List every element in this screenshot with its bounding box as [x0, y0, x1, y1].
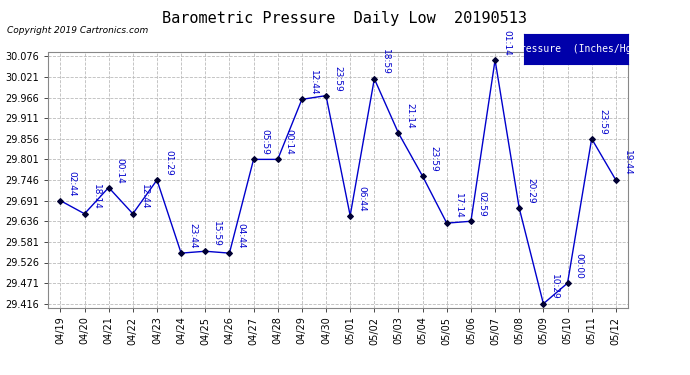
Text: 15:59: 15:59	[213, 221, 221, 247]
Text: 23:59: 23:59	[333, 66, 342, 92]
Point	[368, 76, 380, 82]
Point	[224, 250, 235, 256]
Text: 04:44: 04:44	[237, 224, 246, 249]
Point	[200, 248, 211, 254]
Text: 19:44: 19:44	[623, 150, 632, 176]
Text: 23:44: 23:44	[188, 224, 197, 249]
Text: 17:14: 17:14	[454, 193, 463, 219]
Point	[320, 93, 331, 99]
Point	[272, 156, 284, 162]
Text: 05:59: 05:59	[261, 129, 270, 155]
Point	[490, 57, 501, 63]
Text: 21:14: 21:14	[406, 104, 415, 129]
Point	[393, 130, 404, 136]
Point	[610, 177, 621, 183]
Text: 06:44: 06:44	[357, 186, 366, 211]
Text: 23:59: 23:59	[599, 109, 608, 135]
Text: 02:59: 02:59	[478, 191, 487, 217]
Text: Barometric Pressure  Daily Low  20190513: Barometric Pressure Daily Low 20190513	[163, 11, 527, 26]
Point	[586, 136, 597, 142]
Point	[465, 218, 476, 224]
Text: 00:00: 00:00	[575, 253, 584, 279]
Point	[127, 211, 138, 217]
Point	[55, 198, 66, 204]
Text: 23:59: 23:59	[430, 146, 439, 172]
Point	[297, 96, 308, 102]
Point	[513, 205, 524, 211]
Text: 18:14: 18:14	[92, 184, 101, 210]
Point	[152, 177, 163, 183]
Text: 00:14: 00:14	[116, 158, 125, 183]
Text: 12:44: 12:44	[309, 70, 318, 95]
Point	[344, 213, 356, 219]
Point	[442, 220, 453, 226]
Text: 00:14: 00:14	[285, 129, 294, 155]
Text: 20:29: 20:29	[526, 178, 535, 204]
Text: 01:14: 01:14	[502, 30, 511, 56]
Point	[248, 156, 259, 162]
Point	[79, 211, 90, 217]
Point	[104, 184, 115, 190]
Text: 18:59: 18:59	[382, 49, 391, 75]
Point	[562, 280, 573, 286]
Point	[538, 301, 549, 307]
Text: 01:29: 01:29	[164, 150, 173, 176]
Text: 02:44: 02:44	[68, 171, 77, 196]
Text: 10:29: 10:29	[551, 274, 560, 300]
Text: Pressure  (Inches/Hg): Pressure (Inches/Hg)	[515, 44, 638, 54]
Point	[417, 173, 428, 179]
Text: 12:44: 12:44	[140, 184, 149, 210]
Point	[175, 250, 186, 256]
Text: Copyright 2019 Cartronics.com: Copyright 2019 Cartronics.com	[7, 26, 148, 35]
